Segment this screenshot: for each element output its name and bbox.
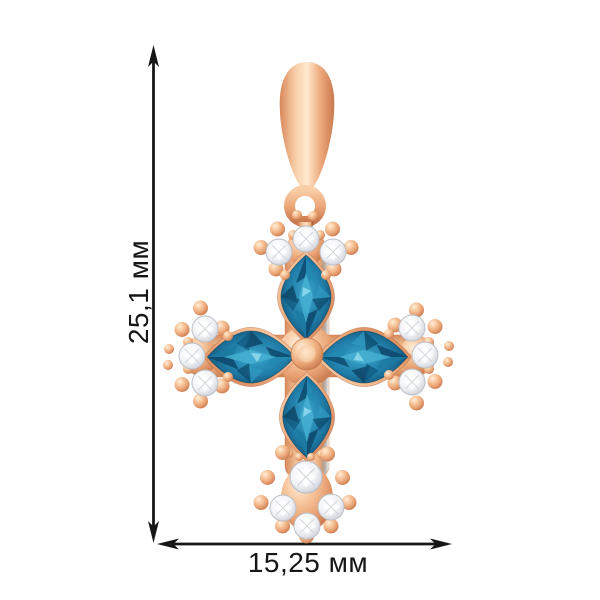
pendant: [163, 62, 454, 544]
arrow-left-icon: [157, 538, 179, 550]
arrow-right-icon: [430, 538, 452, 550]
center-boss: [290, 337, 324, 371]
diamond-cluster-bottom: [253, 445, 357, 544]
arrow-up-icon: [148, 45, 159, 67]
width-dimension-label: 15,25 мм: [248, 547, 368, 578]
prong-balls: [384, 302, 454, 411]
horizontal-dimension: 15,25 мм: [157, 538, 452, 578]
vertical-dimension: 25,1 мм: [123, 45, 159, 543]
prong-balls: [253, 445, 357, 544]
diamond-cluster-right: [384, 302, 454, 411]
prong-balls: [253, 210, 359, 280]
height-dimension-label: 25,1 мм: [123, 240, 154, 344]
jump-ring: [284, 185, 326, 227]
diamond-cluster-top: [253, 210, 359, 280]
bail: [279, 62, 335, 194]
arrow-down-icon: [148, 521, 159, 543]
diamond-cluster-left: [163, 300, 233, 409]
